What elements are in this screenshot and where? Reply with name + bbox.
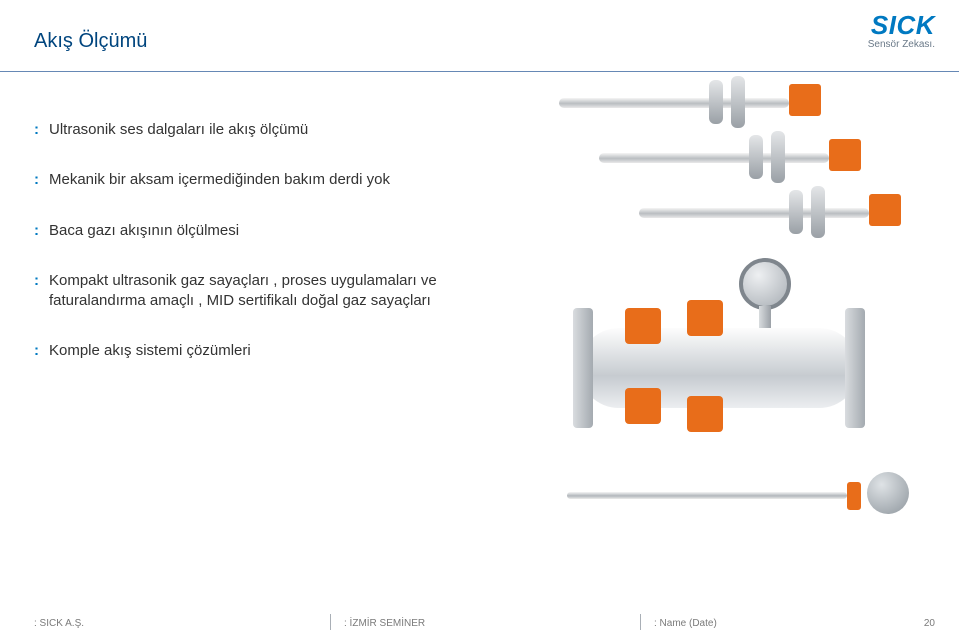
footer-right: : Name (Date) <box>654 618 717 629</box>
bullet-text: Komple akış sistemi çözümleri <box>49 341 251 361</box>
bullet-icon: : <box>34 271 39 312</box>
bullet-icon: : <box>34 120 39 140</box>
list-item: : Kompakt ultrasonik gaz sayaçları , pro… <box>34 271 514 312</box>
bullet-list: : Ultrasonik ses dalgaları ile akış ölçü… <box>34 120 514 392</box>
slide-header: Akış Ölçümü SICK Sensör Zekası. <box>0 0 959 72</box>
logo-tagline: Sensör Zekası. <box>868 39 935 50</box>
page-number: 20 <box>924 618 935 629</box>
list-item: : Komple akış sistemi çözümleri <box>34 341 514 361</box>
footer-center: : İZMİR SEMİNER <box>344 618 425 629</box>
bullet-icon: : <box>34 170 39 190</box>
slide-footer: : SICK A.Ş. : İZMİR SEMİNER : Name (Date… <box>0 612 959 642</box>
insertion-probe-image <box>539 468 909 538</box>
bullet-icon: : <box>34 341 39 361</box>
flow-meter-image <box>579 258 859 438</box>
list-item: : Ultrasonik ses dalgaları ile akış ölçü… <box>34 120 514 140</box>
bullet-icon: : <box>34 221 39 241</box>
bullet-text: Mekanik bir aksam içermediğinden bakım d… <box>49 170 390 190</box>
slide-title: Akış Ölçümü <box>34 30 147 53</box>
bullet-text: Kompakt ultrasonik gaz sayaçları , prose… <box>49 271 514 312</box>
list-item: : Mekanik bir aksam içermediğinden bakım… <box>34 170 514 190</box>
footer-separator <box>330 614 331 630</box>
bullet-text: Baca gazı akışının ölçülmesi <box>49 221 239 241</box>
product-images <box>539 88 909 528</box>
footer-separator <box>640 614 641 630</box>
brand-logo: SICK Sensör Zekası. <box>868 10 935 50</box>
list-item: : Baca gazı akışının ölçülmesi <box>34 221 514 241</box>
footer-left: : SICK A.Ş. <box>34 618 84 629</box>
ultrasonic-probes-image <box>539 88 909 248</box>
bullet-text: Ultrasonik ses dalgaları ile akış ölçümü <box>49 120 308 140</box>
logo-text: SICK <box>868 10 935 41</box>
